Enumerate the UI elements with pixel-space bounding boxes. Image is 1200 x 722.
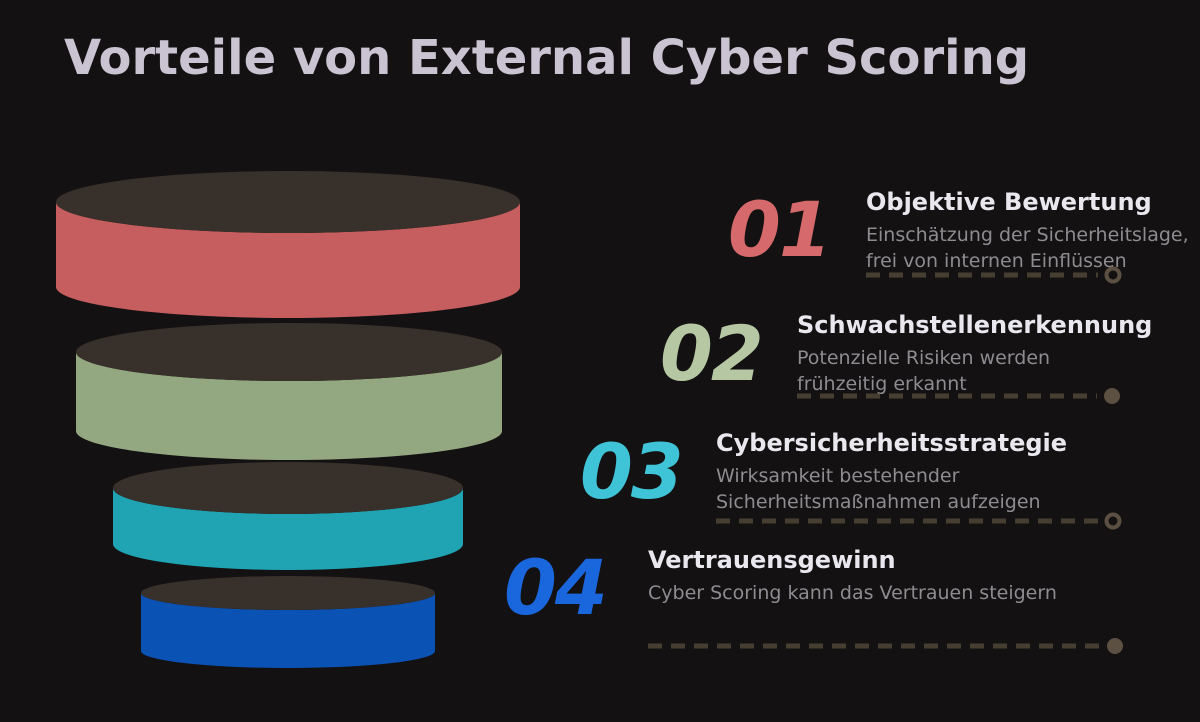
item-02-dot-endpoint-icon (1104, 388, 1120, 404)
funnel-layer-4-top (141, 576, 435, 610)
funnel-layer-2-body (76, 352, 502, 460)
item-02-description: Potenzielle Risiken werden frühzeitig er… (797, 346, 1051, 396)
item-01-heading: Objektive Bewertung (866, 188, 1152, 216)
funnel-layer-3-top (113, 462, 463, 514)
funnel-diagram (56, 171, 520, 668)
item-02-heading: Schwachstellenerkennung (797, 311, 1153, 339)
funnel-layer-1-top (56, 171, 520, 233)
funnel-layer-4 (141, 576, 435, 668)
item-01-number: 01 (728, 185, 832, 274)
item-04-description: Cyber Scoring kann das Vertrauen steiger… (648, 581, 1057, 604)
item-04-content: Vertrauensgewinn Cyber Scoring kann das … (648, 546, 1118, 606)
funnel-layer-4-body (141, 593, 435, 668)
funnel-layer-1 (56, 171, 520, 318)
funnel-layer-3-body (113, 488, 463, 570)
item-04-connector (648, 638, 1123, 654)
funnel-layer-1-body (56, 202, 520, 318)
item-04-dot-endpoint-icon (1107, 638, 1123, 654)
item-02-connector (797, 388, 1120, 404)
item-02-number: 02 (660, 309, 764, 398)
item-04-heading: Vertrauensgewinn (648, 546, 896, 574)
item-04-number: 04 (504, 543, 608, 632)
funnel-layer-2-top (76, 323, 502, 381)
item-03-connector (716, 512, 1122, 530)
item-01-connector (866, 266, 1122, 284)
item-01-content: Objektive Bewertung Einschätzung der Sic… (866, 188, 1198, 274)
item-03-heading: Cybersicherheitsstrategie (716, 429, 1068, 457)
item-03-ring-endpoint-icon (1104, 512, 1122, 530)
item-03-content: Cybersicherheitsstrategie Wirksamkeit be… (716, 429, 1152, 515)
item-03-description: Wirksamkeit bestehender Sicherheitsmaßna… (716, 464, 1041, 514)
item-02-content: Schwachstellenerkennung Potenzielle Risi… (797, 311, 1153, 397)
item-03-number: 03 (580, 427, 684, 516)
item-01-ring-endpoint-icon (1104, 266, 1122, 284)
item-01-description: Einschätzung der Sicherheitslage, frei v… (866, 223, 1189, 273)
page-title: Vorteile von External Cyber Scoring (64, 30, 1030, 86)
funnel-layer-2 (76, 323, 502, 460)
funnel-layer-3 (113, 462, 463, 570)
